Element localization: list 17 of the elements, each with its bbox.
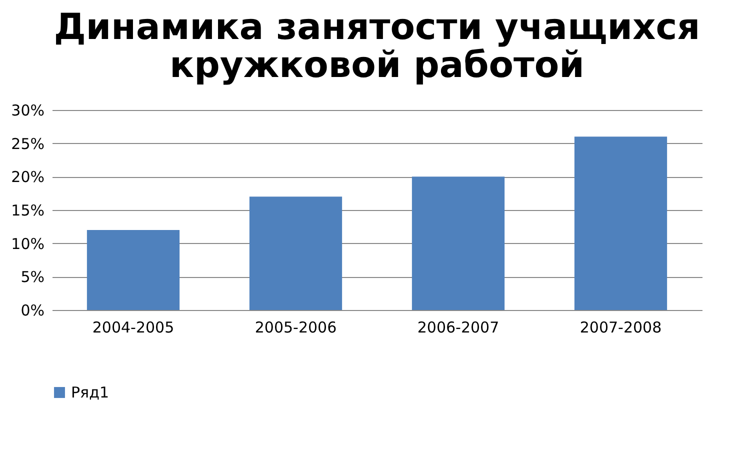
- y-tick-label: 10%: [11, 234, 44, 253]
- y-tick-label: 5%: [20, 268, 44, 286]
- x-tick-label: 2004-2005: [92, 318, 174, 336]
- x-tick-label: 2007-2008: [580, 318, 662, 336]
- bar: [574, 136, 668, 310]
- y-tick-label: 0%: [20, 302, 44, 320]
- bar: [86, 230, 180, 310]
- x-tick-label: 2005-2006: [254, 318, 337, 336]
- x-tick-label: 2006-2007: [417, 318, 500, 336]
- bar: [249, 196, 342, 310]
- y-tick-label: 25%: [11, 134, 44, 153]
- legend-label: Ряд1: [71, 384, 109, 402]
- chart-title: Динамика занятости учащихся кружковой работой: [54, 7, 700, 86]
- y-tick-label: 20%: [11, 168, 44, 186]
- bar: [412, 176, 505, 310]
- y-tick-label: 30%: [11, 102, 44, 120]
- y-tick-label: 15%: [11, 202, 44, 220]
